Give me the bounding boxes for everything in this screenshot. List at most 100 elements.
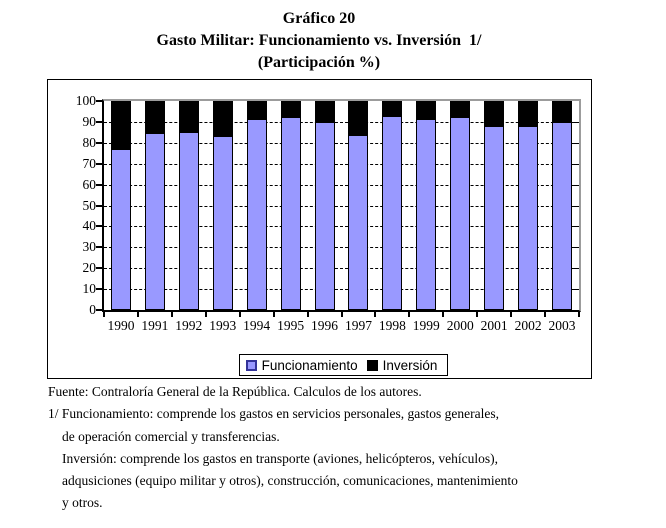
y-axis-tick-right [574, 289, 579, 291]
y-axis-tick [96, 204, 102, 207]
x-axis-label-2003: 2003 [548, 318, 576, 333]
x-axis-tick [170, 312, 173, 317]
x-axis-label-1998: 1998 [378, 318, 406, 333]
x-axis-tick [136, 312, 139, 317]
bar-segment-funcionamiento-1997 [349, 136, 368, 309]
x-axis-label-2000: 2000 [446, 318, 474, 333]
y-axis-tick [96, 288, 102, 291]
bar-1993 [212, 101, 233, 310]
y-axis-tick-right [574, 163, 579, 165]
footnote-line: 1/ Funcionamiento: comprende los gastos … [48, 406, 500, 422]
y-axis-tick [96, 309, 102, 311]
x-axis-label-1997: 1997 [344, 318, 372, 333]
bar-1991 [144, 101, 165, 310]
bar-segment-funcionamiento-1991 [145, 134, 164, 309]
bar-2001 [484, 101, 505, 310]
x-axis-label-1991: 1991 [141, 318, 169, 333]
gridline-40 [104, 226, 579, 228]
chart-subtitle: (Participación %) [257, 54, 381, 71]
bar-2000 [450, 101, 471, 310]
x-axis-label-1999: 1999 [412, 318, 440, 333]
y-axis-label-20: 20 [82, 260, 97, 276]
y-axis-label-50: 50 [82, 197, 97, 213]
x-axis-label-2001: 2001 [480, 318, 508, 333]
x-axis-tick [510, 312, 513, 317]
source-note: Fuente: Contraloría General de la Repúbl… [48, 384, 422, 399]
x-axis-label-2002: 2002 [514, 318, 542, 333]
gridline-60 [104, 184, 579, 186]
x-axis-label-1994: 1994 [243, 318, 271, 333]
bar-1996 [314, 101, 335, 310]
bar-segment-funcionamiento-2001 [485, 126, 504, 309]
y-axis-tick-right [574, 184, 579, 186]
y-axis-label-80: 80 [82, 134, 97, 150]
y-axis-label-40: 40 [82, 218, 97, 234]
x-axis-label-1992: 1992 [175, 318, 203, 333]
x-axis-tick [544, 312, 547, 317]
y-axis-tick [96, 100, 102, 102]
x-axis-tick [476, 312, 479, 317]
x-axis-tick [204, 312, 207, 317]
chart-number: Gráfico 20 [282, 10, 356, 27]
x-axis-tick [578, 312, 580, 317]
gridline-10 [104, 289, 579, 291]
gridline-70 [104, 163, 579, 165]
y-axis-tick-right [574, 121, 579, 123]
plot-area [102, 99, 581, 312]
bar-segment-funcionamiento-1993 [213, 137, 232, 309]
x-axis-label-1996: 1996 [311, 318, 339, 333]
bar-1995 [280, 101, 301, 310]
y-axis-label-30: 30 [82, 239, 97, 255]
x-axis-tick [340, 312, 343, 317]
x-axis-tick [238, 312, 241, 317]
bar-1998 [382, 101, 403, 310]
y-axis-tick-right [574, 268, 579, 270]
x-axis-label-1995: 1995 [277, 318, 305, 333]
bar-2003 [552, 101, 573, 310]
footnote-line: de operación comercial y transferencias. [62, 428, 280, 444]
bar-1999 [416, 101, 437, 310]
chart-title: Gasto Militar: Funcionamiento vs. Invers… [156, 32, 482, 49]
bar-segment-funcionamiento-2000 [451, 117, 470, 309]
y-axis-tick [96, 246, 102, 249]
bar-segment-funcionamiento-1998 [383, 116, 402, 309]
x-axis-tick [442, 312, 445, 317]
x-axis-tick [408, 312, 411, 317]
y-axis-tick [96, 267, 102, 270]
y-axis-tick [96, 183, 102, 186]
x-axis-tick [374, 312, 377, 317]
y-axis-label-0: 0 [89, 302, 96, 317]
bar-1992 [178, 101, 199, 310]
y-axis-tick-right [574, 226, 579, 228]
bar-segment-funcionamiento-1990 [111, 149, 130, 309]
y-axis-tick [96, 162, 102, 165]
bar-1997 [348, 101, 369, 310]
gridline-30 [104, 247, 579, 249]
bar-2002 [518, 101, 539, 310]
y-axis-tick-right [574, 205, 579, 207]
y-axis-tick [96, 225, 102, 228]
legend: Funcionamiento Inversión [239, 354, 448, 376]
y-axis-label-90: 90 [82, 113, 97, 129]
y-axis-label-10: 10 [82, 281, 97, 297]
y-axis-tick-right [574, 142, 579, 144]
bar-segment-funcionamiento-1999 [417, 119, 436, 309]
chart-frame: 0 10 20 30 40 50 60 70 80 90 100 1990 1991 1992 1993 19… [47, 79, 592, 379]
bar-segment-funcionamiento-1992 [179, 133, 198, 309]
x-axis-label-1993: 1993 [209, 318, 237, 333]
bar-segment-funcionamiento-1996 [315, 122, 334, 309]
gridline-90 [104, 121, 579, 123]
legend-swatch-funcionamiento-icon [245, 359, 257, 371]
y-axis-tick [96, 120, 102, 123]
legend-label-inversion: Inversión [382, 357, 438, 373]
y-axis-label-100: 100 [75, 93, 96, 108]
bar-segment-funcionamiento-1995 [281, 117, 300, 309]
legend-label-funcionamiento: Funcionamiento [261, 357, 358, 373]
bar-segment-funcionamiento-2003 [553, 122, 572, 309]
x-axis-tick [272, 312, 275, 317]
y-axis-label-70: 70 [82, 155, 97, 171]
gridline-20 [104, 268, 579, 270]
chart-title-block: Gráfico 20 Gasto Militar: Funcionamiento… [1, 8, 637, 74]
x-axis-tick [306, 312, 309, 317]
